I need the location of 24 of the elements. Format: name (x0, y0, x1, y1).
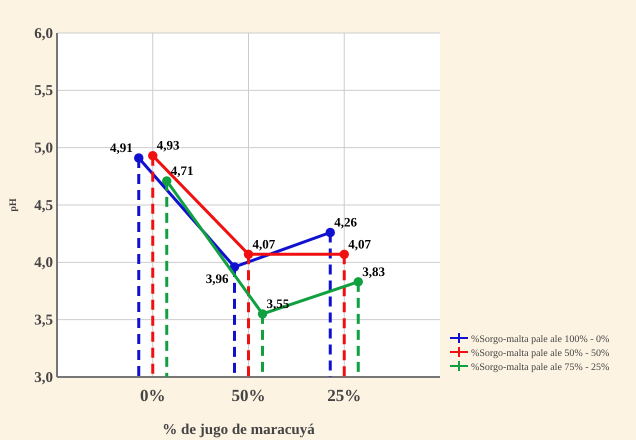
legend-label: %Sorgo-malta pale ale 75% - 25% (471, 362, 610, 373)
data-label: 4,07 (348, 236, 372, 252)
y-tick-label: 3,5 (34, 312, 53, 328)
data-label: 3,96 (206, 270, 229, 286)
y-axis-title: pH (8, 198, 19, 212)
y-tick-label: 3,0 (34, 370, 53, 386)
y-tick-label: 4,0 (34, 255, 53, 272)
data-label: 4,26 (334, 214, 358, 230)
data-label: 4,93 (156, 138, 180, 153)
x-tick-label: 50% (232, 386, 266, 406)
y-tick-label: 4,5 (34, 198, 53, 214)
y-tick-label: 5,0 (34, 140, 53, 156)
x-tick-label: 0% (140, 386, 166, 406)
data-label: 3,55 (266, 296, 290, 311)
x-tick-label: 25% (327, 386, 362, 406)
data-label: 4,71 (170, 162, 194, 178)
data-label: 4,07 (252, 236, 276, 252)
y-tick-label: 6,0 (34, 26, 53, 42)
legend-label: %Sorgo-malta pale ale 50% - 50% (471, 348, 610, 359)
data-label: 3,83 (362, 264, 386, 279)
data-label: 4,91 (110, 140, 133, 155)
y-tick-label: 5,5 (34, 83, 53, 100)
legend-label: %Sorgo-malta pale ale 100% - 0% (471, 334, 610, 345)
x-axis-title: % de jugo de maracuyá (162, 422, 316, 438)
